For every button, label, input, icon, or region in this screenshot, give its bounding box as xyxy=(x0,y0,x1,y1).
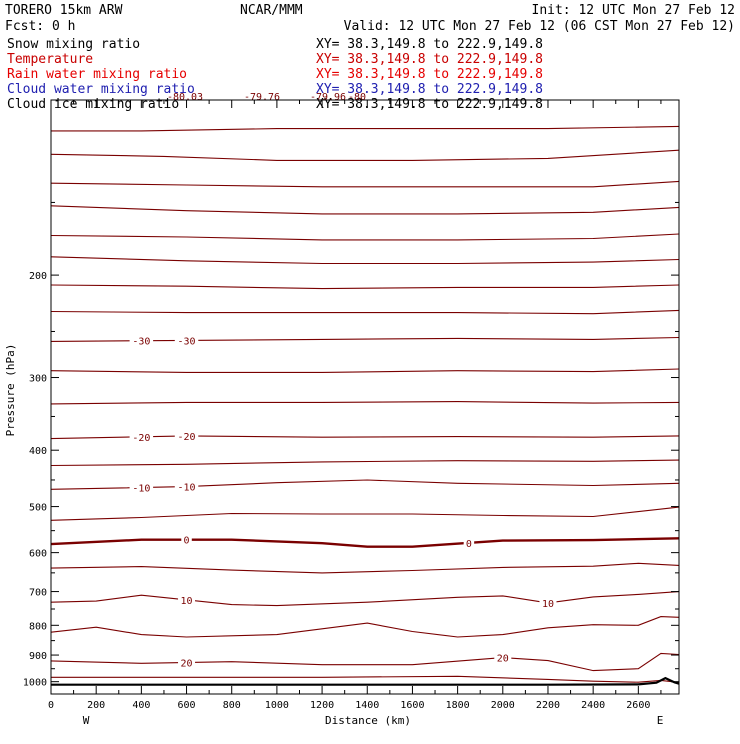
isotherm-line xyxy=(51,205,679,215)
contour-label: 20 xyxy=(181,659,193,670)
y-tick-label: 300 xyxy=(29,374,47,385)
isotherm-line xyxy=(51,616,679,638)
isotherm-line xyxy=(51,233,679,241)
contour-label-bg xyxy=(494,651,512,664)
x-tick-label: 1800 xyxy=(446,700,470,711)
contour-label-bg xyxy=(174,334,199,347)
top-temperature-label: -79.76 xyxy=(244,92,280,103)
isotherm-line xyxy=(51,368,679,373)
contour-label: 20 xyxy=(497,654,509,665)
field-xy: XY= 38.3,149.8 to 222.9,149.8 xyxy=(316,67,543,82)
top-temperature-label: -80 xyxy=(348,92,366,103)
init-time: Init: 12 UTC Mon 27 Feb 12 xyxy=(532,3,736,18)
isotherm-line xyxy=(51,435,679,440)
field-xy: XY= 38.3,149.8 to 222.9,149.8 xyxy=(316,37,543,52)
field-name: Cloud water mixing ratio xyxy=(7,82,195,97)
contour-label: 0 xyxy=(184,536,190,547)
isotherm-line xyxy=(51,336,679,342)
isotherm-line xyxy=(51,284,679,290)
x-tick-label: 2600 xyxy=(626,700,650,711)
contour-label-bg xyxy=(463,536,475,549)
east-end-label: E xyxy=(657,714,664,727)
isotherm-line xyxy=(51,591,679,607)
isotherm-line xyxy=(51,149,679,161)
y-tick-label: 1000 xyxy=(23,678,47,689)
top-temperature-label: -80.03 xyxy=(167,92,203,103)
field-xy: XY= 38.3,149.8 to 222.9,149.8 xyxy=(316,82,543,97)
y-tick-label: 400 xyxy=(29,446,47,457)
field-name: Cloud ice mixing ratio xyxy=(7,97,179,112)
contour-label: -30 xyxy=(178,336,196,347)
x-tick-label: 2200 xyxy=(536,700,560,711)
isotherm-line xyxy=(51,652,679,672)
field-name: Snow mixing ratio xyxy=(7,37,140,52)
contour-label-bg xyxy=(181,533,192,546)
plot-area: -30 -30 -20 -20 -10 -10 0 0 10 10 20 20 -80.03 -79.76… xyxy=(23,92,680,711)
x-tick-label: 1600 xyxy=(400,700,424,711)
contour-label-bg xyxy=(129,334,154,347)
x-tick-label: 1200 xyxy=(310,700,334,711)
contour-label-bg xyxy=(174,480,199,493)
field-xy: XY= 38.3,149.8 to 222.9,149.8 xyxy=(316,52,543,67)
x-tick-label: 200 xyxy=(87,700,105,711)
contour-label-bg xyxy=(129,430,154,443)
x-tick-label: 400 xyxy=(132,700,150,711)
zero-isotherm xyxy=(51,537,679,548)
x-tick-label: 800 xyxy=(223,700,241,711)
field-name: Temperature xyxy=(7,52,93,67)
contour-label-bg xyxy=(178,656,196,669)
contour-label: 0 xyxy=(466,539,472,550)
isotherm-lines xyxy=(51,125,679,683)
terrain-line xyxy=(51,676,679,686)
field-xy: XY= 38.3,149.8 to 222.9,149.8 xyxy=(316,97,543,112)
contour-label: 10 xyxy=(181,596,193,607)
field-name: Rain water mixing ratio xyxy=(7,67,187,82)
y-tick-label: 200 xyxy=(29,271,47,282)
y-axis-label: Pressure (hPa) xyxy=(4,344,17,437)
top-temperature-label: -79.96 xyxy=(310,92,346,103)
y-tick-label: 700 xyxy=(29,588,47,599)
contour-label-bg xyxy=(539,596,557,609)
isotherm-line xyxy=(51,125,679,132)
isotherm-line xyxy=(51,309,679,315)
x-tick-label: 2400 xyxy=(581,700,605,711)
contour-label-bg xyxy=(178,593,196,606)
contour-label: -20 xyxy=(132,433,150,444)
plot-frame xyxy=(50,99,680,695)
y-tick-label: 900 xyxy=(29,651,47,662)
x-tick-label: 2000 xyxy=(491,700,515,711)
west-end-label: W xyxy=(83,714,90,727)
x-tick-label: 600 xyxy=(178,700,196,711)
isotherm-line xyxy=(51,256,679,265)
isotherm-line xyxy=(51,180,679,188)
contour-label: -10 xyxy=(178,483,196,494)
contour-label: -10 xyxy=(132,484,150,495)
y-tick-label: 800 xyxy=(29,621,47,632)
isotherm-line xyxy=(51,459,679,467)
y-tick-label: 600 xyxy=(29,549,47,560)
isotherm-line xyxy=(51,562,679,574)
isotherm-line xyxy=(51,401,679,405)
valid-time: Valid: 12 UTC Mon 27 Feb 12 (06 CST Mon … xyxy=(344,19,735,34)
contour-label: 10 xyxy=(542,599,554,610)
forecast-hour: Fcst: 0 h xyxy=(5,19,75,34)
contour-label-bg xyxy=(174,429,199,442)
isotherm-line xyxy=(51,675,679,683)
contour-label-bg xyxy=(129,481,154,494)
x-tick-label: 1400 xyxy=(355,700,379,711)
field-list: Snow mixing ratio XY= 38.3,149.8 to 222.9… xyxy=(7,37,543,112)
y-tick-label: 500 xyxy=(29,503,47,514)
x-axis-label: Distance (km) xyxy=(325,714,411,727)
contour-label: -30 xyxy=(132,337,150,348)
isotherm-line xyxy=(51,506,679,521)
model-title: TORERO 15km ARW xyxy=(5,3,123,18)
x-tick-label: 0 xyxy=(48,700,54,711)
contour-label: -20 xyxy=(178,432,196,443)
x-tick-label: 1000 xyxy=(265,700,289,711)
center-title: NCAR/MMM xyxy=(240,3,303,18)
